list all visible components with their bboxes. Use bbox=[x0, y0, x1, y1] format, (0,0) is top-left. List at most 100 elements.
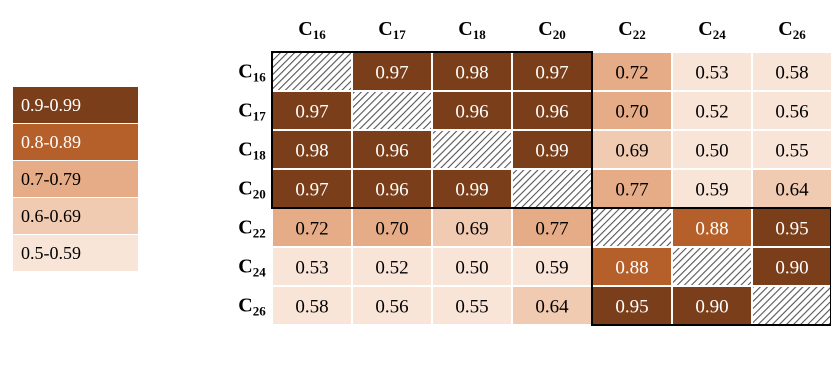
heatmap-cell bbox=[513, 287, 591, 324]
column-label: C26 bbox=[778, 18, 806, 42]
heatmap-cell-value: 0.59 bbox=[695, 180, 728, 201]
heatmap-cell-value: 0.55 bbox=[775, 141, 808, 162]
heatmap-cell-hatched bbox=[673, 248, 751, 285]
legend-item: 0.8-0.89 bbox=[13, 124, 138, 160]
heatmap-cell-value: 0.50 bbox=[455, 258, 488, 279]
legend-item: 0.6-0.69 bbox=[13, 198, 138, 234]
heatmap-cell bbox=[273, 170, 351, 207]
column-label: C18 bbox=[458, 18, 486, 42]
heatmap-cell bbox=[513, 209, 591, 246]
row-label: C17 bbox=[238, 100, 266, 124]
heatmap-cell bbox=[753, 170, 831, 207]
heatmap-cell bbox=[353, 287, 431, 324]
heatmap-cell bbox=[353, 53, 431, 90]
heatmap-cell bbox=[353, 248, 431, 285]
legend: 0.9-0.99 0.8-0.89 0.7-0.79 0.6-0.69 0.5-0.59 bbox=[13, 87, 138, 272]
row-label: C24 bbox=[238, 256, 266, 280]
heatmap-cell-value: 0.72 bbox=[615, 63, 648, 84]
heatmap-cell-value: 0.52 bbox=[375, 258, 408, 279]
row-label: C26 bbox=[238, 295, 266, 319]
heatmap-cell bbox=[673, 170, 751, 207]
heatmap-cell bbox=[673, 92, 751, 129]
column-label: C20 bbox=[538, 18, 565, 42]
column-label: C17 bbox=[378, 18, 406, 42]
heatmap-cell-value: 0.69 bbox=[615, 141, 648, 162]
heatmap-cell-hatched bbox=[433, 131, 511, 168]
legend-item: 0.9-0.99 bbox=[13, 87, 138, 123]
heatmap-cell bbox=[673, 53, 751, 90]
heatmap-cell bbox=[753, 53, 831, 90]
heatmap-cell-value: 0.56 bbox=[775, 102, 808, 123]
heatmap-cell-value: 0.88 bbox=[695, 219, 728, 240]
heatmap-cell-value: 0.98 bbox=[455, 63, 488, 84]
heatmap-cell bbox=[753, 92, 831, 129]
heatmap-cell bbox=[433, 209, 511, 246]
heatmap-cell-value: 0.50 bbox=[695, 141, 728, 162]
heatmap-cell-value: 0.77 bbox=[615, 180, 648, 201]
heatmap-cell bbox=[273, 92, 351, 129]
legend-item: 0.5-0.59 bbox=[13, 235, 138, 271]
heatmap-cell bbox=[433, 170, 511, 207]
block-border bbox=[591, 207, 831, 326]
heatmap-cell-hatched bbox=[593, 209, 671, 246]
heatmap-cell bbox=[593, 131, 671, 168]
heatmap-cell bbox=[513, 92, 591, 129]
heatmap-cell-value: 0.96 bbox=[455, 102, 488, 123]
heatmap-cell-hatched bbox=[353, 92, 431, 129]
heatmap-cell-value: 0.70 bbox=[615, 102, 648, 123]
block-border bbox=[271, 51, 593, 209]
heatmap-cell-value: 0.64 bbox=[535, 297, 569, 318]
heatmap-cell bbox=[673, 209, 751, 246]
heatmap-cell-value: 0.90 bbox=[695, 297, 728, 318]
heatmap-cell-value: 0.96 bbox=[375, 141, 408, 162]
legend-item: 0.7-0.79 bbox=[13, 161, 138, 197]
column-label: C24 bbox=[698, 18, 726, 42]
heatmap-cell-hatched bbox=[273, 53, 351, 90]
heatmap-cell-hatched bbox=[753, 287, 831, 324]
heatmap-cell bbox=[433, 287, 511, 324]
heatmap-cell-value: 0.90 bbox=[775, 258, 808, 279]
heatmap-cell bbox=[593, 170, 671, 207]
heatmap-cell-value: 0.95 bbox=[615, 297, 648, 318]
heatmap-cell-value: 0.96 bbox=[375, 180, 408, 201]
heatmap-cell-value: 0.53 bbox=[695, 63, 728, 84]
heatmap-cell bbox=[753, 248, 831, 285]
heatmap-cell-value: 0.56 bbox=[375, 297, 408, 318]
heatmap-cell bbox=[593, 287, 671, 324]
heatmap-cell-value: 0.64 bbox=[775, 180, 809, 201]
heatmap-cell-value: 0.59 bbox=[535, 258, 568, 279]
heatmap-cell bbox=[433, 53, 511, 90]
heatmap-cell-value: 0.96 bbox=[535, 102, 568, 123]
heatmap-cell-value: 0.72 bbox=[295, 219, 328, 240]
heatmap-cell bbox=[433, 248, 511, 285]
heatmap-cell bbox=[513, 53, 591, 90]
heatmap-cell bbox=[273, 209, 351, 246]
heatmap-cell-value: 0.53 bbox=[295, 258, 328, 279]
heatmap-cell bbox=[513, 131, 591, 168]
heatmap-cell-value: 0.97 bbox=[295, 102, 328, 123]
row-label: C22 bbox=[238, 217, 265, 241]
heatmap-cell bbox=[673, 131, 751, 168]
heatmap-cell-value: 0.58 bbox=[775, 63, 808, 84]
heatmap-cell-value: 0.99 bbox=[455, 180, 488, 201]
row-label: C18 bbox=[238, 139, 266, 163]
row-label: C20 bbox=[238, 178, 265, 202]
heatmap-cell-value: 0.52 bbox=[695, 102, 728, 123]
column-label: C22 bbox=[618, 18, 645, 42]
heatmap-cell bbox=[273, 287, 351, 324]
heatmap-cell bbox=[353, 170, 431, 207]
heatmap-cell-value: 0.97 bbox=[535, 63, 568, 84]
heatmap-cell-value: 0.77 bbox=[535, 219, 568, 240]
heatmap-cell-value: 0.97 bbox=[375, 63, 408, 84]
heatmap-cell bbox=[353, 131, 431, 168]
heatmap-cell bbox=[593, 248, 671, 285]
row-label: C16 bbox=[238, 61, 266, 85]
heatmap-cell bbox=[593, 53, 671, 90]
heatmap-cell bbox=[753, 209, 831, 246]
heatmap-cell bbox=[673, 287, 751, 324]
heatmap-cell bbox=[593, 92, 671, 129]
heatmap-cell-value: 0.95 bbox=[775, 219, 808, 240]
heatmap-cell-value: 0.58 bbox=[295, 297, 328, 318]
heatmap-cell-hatched bbox=[513, 170, 591, 207]
